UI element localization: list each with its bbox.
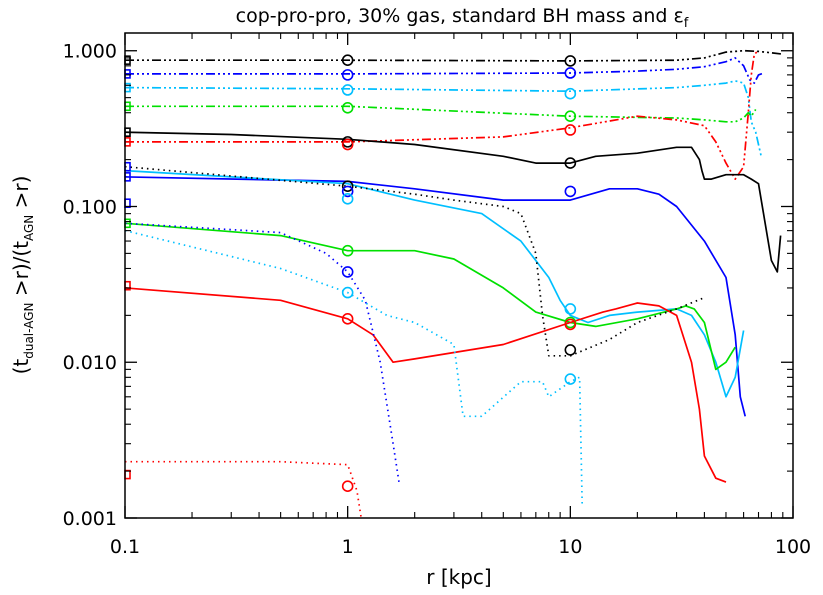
series-line-6 bbox=[125, 131, 782, 273]
series-line-13 bbox=[125, 229, 584, 506]
circle-marker bbox=[341, 138, 354, 151]
series-line-8 bbox=[125, 169, 745, 398]
series-line-10 bbox=[125, 287, 727, 483]
series-line-12 bbox=[125, 222, 400, 483]
y-tick-label: 0.100 bbox=[63, 196, 117, 218]
circle-marker bbox=[564, 124, 577, 136]
circle-marker bbox=[564, 87, 577, 100]
series-line-2 bbox=[125, 57, 765, 84]
x-tick-label: 100 bbox=[775, 536, 811, 558]
chart-title: cop-pro-pro, 30% gas, standard BH mass a… bbox=[236, 5, 689, 31]
circle-marker bbox=[564, 55, 577, 67]
circle-marker bbox=[564, 344, 577, 356]
series-line-11 bbox=[125, 165, 705, 357]
y-tick-label: 0.010 bbox=[63, 352, 117, 374]
marker-layer bbox=[124, 54, 577, 493]
x-tick-label: 0.1 bbox=[110, 536, 140, 558]
circle-marker bbox=[341, 313, 354, 325]
series-line-1 bbox=[125, 49, 783, 62]
circle-marker bbox=[564, 303, 577, 315]
circle-marker bbox=[564, 318, 577, 331]
series-line-3 bbox=[125, 80, 763, 157]
circle-marker bbox=[564, 185, 577, 198]
series-line-14 bbox=[125, 460, 363, 518]
series-line-9 bbox=[125, 222, 736, 371]
plot-frame bbox=[124, 32, 794, 519]
series-layer bbox=[125, 49, 783, 518]
circle-marker bbox=[341, 480, 354, 493]
series-line-7 bbox=[125, 176, 747, 417]
circle-marker bbox=[341, 193, 354, 205]
circle-marker bbox=[341, 54, 354, 66]
circle-marker bbox=[341, 102, 354, 114]
circle-marker bbox=[341, 180, 354, 192]
circle-marker bbox=[564, 157, 577, 169]
series-line-5 bbox=[125, 50, 760, 180]
circle-marker bbox=[564, 110, 577, 122]
circle-marker bbox=[564, 373, 577, 385]
circle-marker bbox=[341, 84, 354, 96]
series-line-4 bbox=[125, 105, 757, 123]
circle-marker bbox=[564, 67, 577, 79]
x-tick-label: 1 bbox=[342, 536, 354, 558]
y-axis-label: (tdual-AGN >r)/(tAGN >r) bbox=[9, 176, 36, 375]
axis-layer: 0.1 1 10 100 0.001 0.010 0.100 1.000 bbox=[63, 33, 811, 558]
x-tick-label: 10 bbox=[558, 536, 582, 558]
y-tick-label: 1.000 bbox=[63, 41, 117, 63]
circle-marker bbox=[341, 185, 354, 198]
circle-marker bbox=[341, 69, 354, 81]
circle-marker bbox=[341, 286, 354, 299]
circle-marker bbox=[341, 244, 354, 257]
circle-marker bbox=[341, 266, 354, 278]
x-axis-label: r [kpc] bbox=[426, 565, 491, 589]
y-tick-label: 0.001 bbox=[63, 508, 117, 530]
